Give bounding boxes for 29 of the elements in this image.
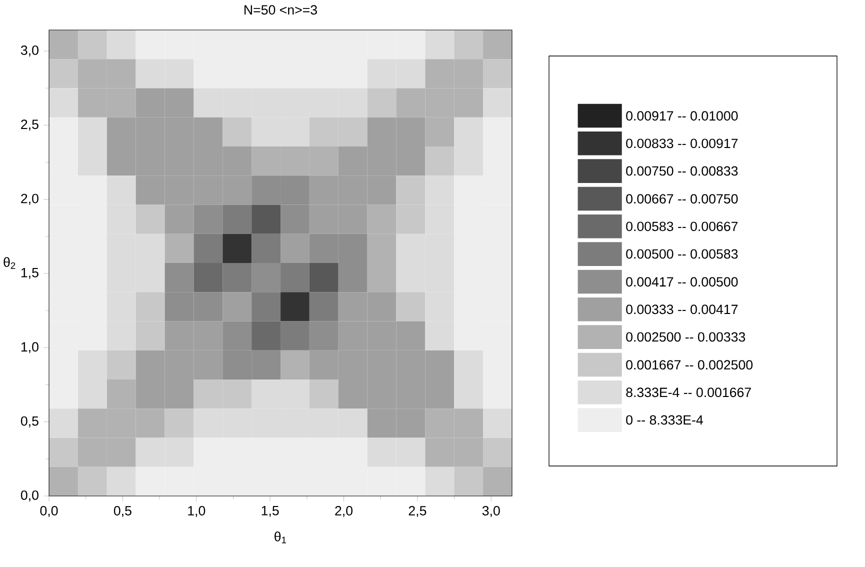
y-tick-label: 1,5 xyxy=(21,268,38,279)
y-tick-label: 0,5 xyxy=(20,416,38,428)
x-tick-label: 0,0 xyxy=(40,506,58,518)
color-bar-label: 0.00917 -- 0.01000 xyxy=(626,111,738,121)
x-tick-label: 3,0 xyxy=(482,506,500,518)
y-tick-label: 1,0 xyxy=(21,342,38,354)
x-tick-label: 2,5 xyxy=(408,506,426,518)
y-tick-label: 0,0 xyxy=(20,490,38,502)
color-bar-label: 0.00750 -- 0.00833 xyxy=(626,166,738,176)
x-tick-label: 1,0 xyxy=(188,506,206,518)
color-bar-label: 8.333E-4 -- 0.001667 xyxy=(626,388,751,398)
color-bar-label: 0.00417 -- 0.00500 xyxy=(626,277,738,287)
x-tick-label: 0,5 xyxy=(114,506,132,518)
y-tick-label: 2,0 xyxy=(21,194,38,205)
x-axis-title: θ$_{1}$ xyxy=(274,532,286,544)
x-tick-label: 1,5 xyxy=(262,506,279,517)
color-bar-label: 0.00333 -- 0.00417 xyxy=(626,304,738,314)
color-bar-label: 0.00583 -- 0.00667 xyxy=(626,222,738,232)
color-bar-label: 0 -- 8.333E-4 xyxy=(626,415,703,425)
chart-title: N=50 <n>=3 xyxy=(244,5,317,15)
y-axis-title: θ$_{2}$ xyxy=(4,257,16,269)
color-bar-label: 0.002500 -- 0.00333 xyxy=(626,332,746,342)
color-bar-label: 0.00500 -- 0.00583 xyxy=(626,249,738,259)
color-bar-label: 0.00667 -- 0.00750 xyxy=(626,194,738,204)
color-bar-label: 0.00833 -- 0.00917 xyxy=(626,138,738,148)
y-tick-label: 3,0 xyxy=(20,45,38,57)
color-bar-label: 0.001667 -- 0.002500 xyxy=(626,360,753,370)
y-tick-label: 2,5 xyxy=(21,120,38,131)
x-tick-label: 2,0 xyxy=(335,506,353,518)
